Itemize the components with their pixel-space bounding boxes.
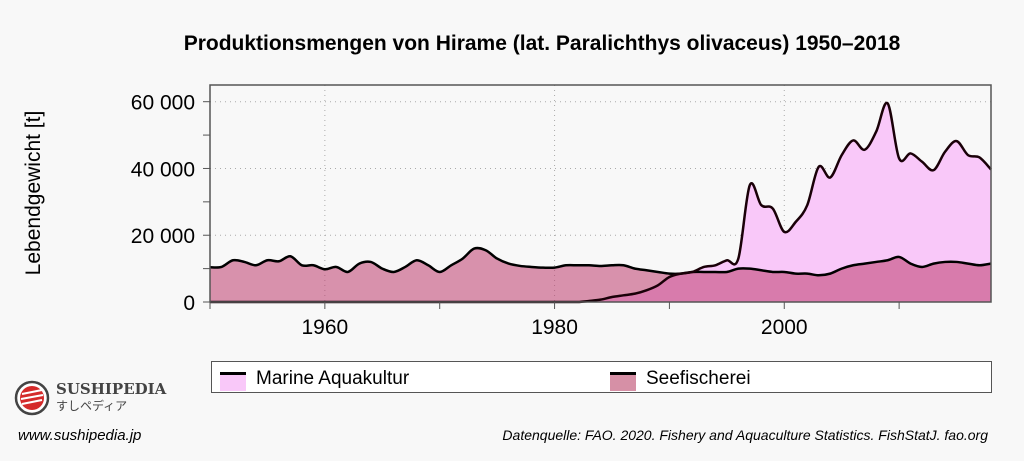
area-aquakultur — [210, 102, 991, 303]
line-seefischerei — [209, 246, 992, 277]
brand-name-jp: すしペディア — [56, 399, 128, 413]
website-url[interactable]: www.sushipedia.jp — [18, 427, 142, 444]
legend-swatch — [610, 372, 636, 391]
plot-frame — [209, 84, 992, 303]
y-tick-label: 60 000 — [131, 92, 195, 115]
area-seefischerei — [210, 248, 991, 302]
x-tick-label: 1960 — [301, 316, 348, 339]
x-tick-label: 2000 — [761, 316, 808, 339]
legend-swatch — [220, 372, 246, 391]
data-source: Datenquelle: FAO. 2020. Fishery and Aqua… — [502, 427, 988, 443]
logo: SUSHIPEDIA すしペディア — [14, 380, 166, 416]
chart-title: Produktionsmengen von Hirame (lat. Paral… — [183, 32, 901, 55]
y-tick-label: 0 — [183, 292, 195, 315]
sushi-logo-icon — [14, 380, 50, 416]
y-tick-label: 20 000 — [131, 225, 195, 248]
y-axis-label: Lebendgewicht [t] — [22, 111, 45, 276]
legend-item-seefischerei: Seefischerei — [610, 366, 751, 391]
x-tick-label: 1980 — [531, 316, 578, 339]
legend-label: Marine Aquakultur — [256, 367, 410, 389]
brand-name: SUSHIPEDIA — [56, 380, 167, 398]
legend-label: Seefischerei — [646, 367, 751, 389]
legend: Marine Aquakultur Seefischerei — [211, 361, 992, 393]
legend-item-aquakultur: Marine Aquakultur — [220, 366, 409, 391]
y-tick-label: 40 000 — [131, 158, 195, 181]
